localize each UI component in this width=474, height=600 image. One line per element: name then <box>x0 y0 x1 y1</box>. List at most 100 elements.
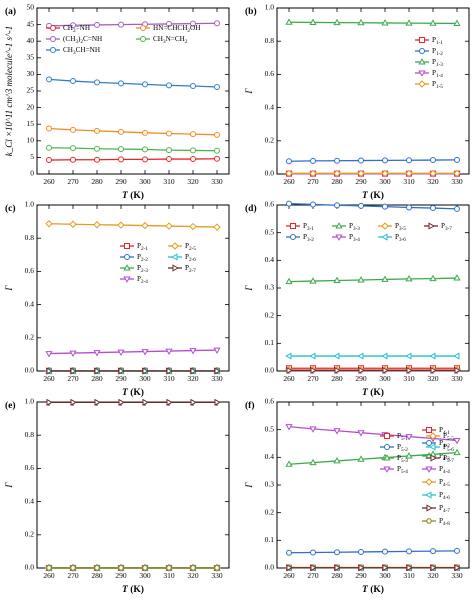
data-point <box>405 352 412 360</box>
data-point <box>357 455 365 462</box>
data-point <box>214 147 220 154</box>
data-point <box>429 352 436 360</box>
panel-label: (a) <box>5 6 16 17</box>
series-(CH3)2C=NH <box>46 20 220 29</box>
data-point <box>453 19 461 26</box>
legend-label: P5-1 <box>397 432 408 443</box>
x-tick-label: 320 <box>187 177 199 186</box>
legend-entry: P5-3 <box>380 454 408 464</box>
chart-panel-c: (c) 0.0 0.2 0.4 0.6 0.8 1.0 260 270 280 290 300 310 3… <box>4 200 230 398</box>
legend-marker <box>418 58 426 65</box>
x-axis-label: T (K) <box>122 387 144 398</box>
series-line <box>48 158 218 161</box>
data-point <box>381 19 389 26</box>
x-tick-label: 270 <box>67 374 79 383</box>
legend-marker <box>335 234 343 241</box>
legend-entry: P3-3 <box>332 222 360 232</box>
legend-label: P2-1 <box>137 242 148 253</box>
series-P3-2 <box>286 200 460 212</box>
data-point <box>165 565 173 571</box>
y-tick-label: 0.6 <box>25 463 35 472</box>
legend-label: P1-4 <box>432 69 443 80</box>
data-point <box>310 564 317 572</box>
data-point <box>286 366 293 375</box>
legend-entry: P3-7 <box>424 222 452 232</box>
series-line <box>48 78 218 88</box>
data-point <box>334 202 340 209</box>
x-tick-label: 320 <box>427 374 439 383</box>
legend-marker <box>383 454 391 461</box>
legend: P5-1P5-2P5-3P5-4 P5-5P5-6P5-7 <box>380 432 454 475</box>
x-tick-label: 260 <box>43 374 55 383</box>
data-point <box>46 125 52 132</box>
data-point <box>405 434 413 441</box>
series-line <box>288 425 458 442</box>
legend-marker <box>124 254 130 260</box>
x-axis-label: T (K) <box>122 190 144 201</box>
plot-frame <box>36 204 230 372</box>
x-axis-label: T (K) <box>362 190 384 201</box>
x-tick-label: 320 <box>427 571 439 580</box>
legend: P3-1P3-2 P3-3P3-4 P3-5P3-6 P3-7 <box>286 222 452 244</box>
legend-entry: P2-2 <box>120 253 148 263</box>
legend-label: P2-3 <box>137 264 148 275</box>
x-tick-label: 330 <box>451 374 463 383</box>
data-point <box>357 352 364 360</box>
data-point <box>405 274 413 282</box>
data-point <box>429 19 437 26</box>
series-P5-7 <box>286 564 461 572</box>
legend-entry: P1-3 <box>415 58 443 69</box>
legend: P4-1 P4-2 P4-3 P4-4 P4-5 P4-6 P4-7 P4-8 <box>422 426 450 527</box>
data-point <box>454 547 460 554</box>
plot-frame <box>276 7 470 175</box>
data-point <box>190 367 197 375</box>
x-tick-label: 310 <box>163 374 175 383</box>
legend-label: CH2=NH <box>63 24 90 35</box>
legend-marker <box>426 440 432 446</box>
x-tick-label: 270 <box>67 571 79 580</box>
data-point <box>166 147 172 154</box>
legend-label: P1-3 <box>432 58 443 69</box>
x-tick-label: 320 <box>427 177 439 186</box>
chart-panel-e: (e) 0.0 0.2 0.4 0.6 0.8 1.0 260 270 280 290 300 310 3… <box>4 397 450 595</box>
legend-entry: P4-7 <box>422 504 450 514</box>
y-tick-label: 0.3 <box>265 480 275 489</box>
data-point <box>454 564 461 572</box>
data-point <box>358 548 364 555</box>
data-point <box>454 156 460 163</box>
y-tick-label: 0.4 <box>265 452 275 461</box>
legend-entry: P5-2 <box>380 443 408 453</box>
legend-label: P4-6 <box>439 491 450 502</box>
legend-marker <box>425 466 433 473</box>
legend-label: P3-1 <box>303 222 314 233</box>
data-point <box>46 157 52 164</box>
panel-label: (f) <box>245 400 255 411</box>
x-tick-label: 280 <box>91 374 103 383</box>
x-tick-label: 290 <box>355 374 367 383</box>
series-P1-3 <box>285 18 461 26</box>
legend-label: P3-4 <box>349 233 360 244</box>
series-CH2=NH <box>46 155 220 164</box>
data-point <box>453 352 460 360</box>
x-tick-label: 260 <box>283 177 295 186</box>
data-point <box>334 157 340 164</box>
data-point <box>69 220 77 228</box>
data-point <box>142 146 148 153</box>
x-tick-label: 280 <box>91 177 103 186</box>
y-axis-label: Γ <box>244 285 254 292</box>
series-CH3N=CH2 <box>46 144 220 154</box>
data-point <box>166 82 172 89</box>
series-P3-6 <box>285 352 460 360</box>
x-tick-label: 270 <box>307 571 319 580</box>
x-axis-label: T (K) <box>362 584 384 595</box>
legend-label: P4-4 <box>439 465 450 476</box>
legend-marker <box>381 233 388 241</box>
data-point <box>310 366 317 375</box>
chart-panel-f: (f) 0.0 0.1 0.2 0.3 0.4 0.5 0.6 260 270 280 290 300 3… <box>244 397 470 595</box>
legend-label: HN=CHCH2OH <box>153 24 200 35</box>
y-tick-label: 0.5 <box>265 424 275 433</box>
x-tick-label: 330 <box>211 571 223 580</box>
data-point <box>94 145 100 152</box>
data-point <box>213 565 221 571</box>
data-point <box>382 366 389 375</box>
